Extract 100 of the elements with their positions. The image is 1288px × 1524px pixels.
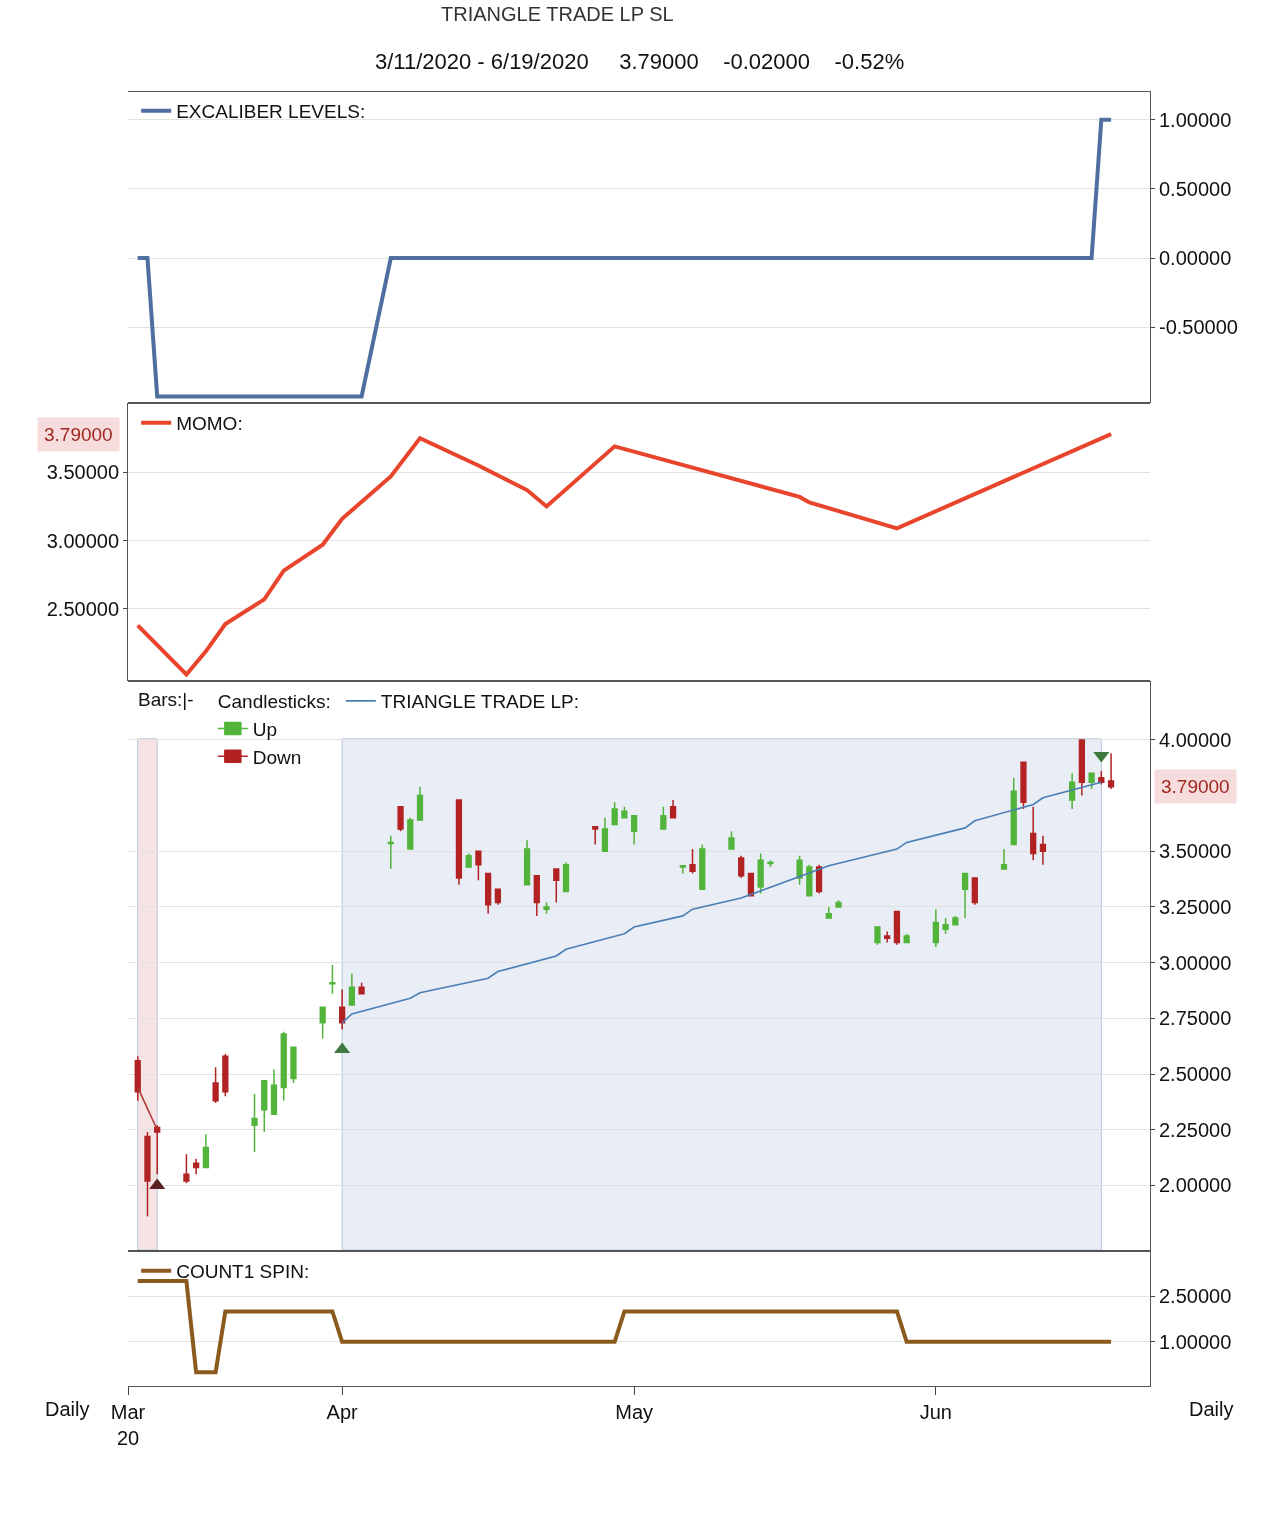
candlestick <box>893 910 901 946</box>
candlestick <box>1030 805 1037 861</box>
text: 3.79000 <box>1161 776 1230 797</box>
legend-label: MOMO: <box>176 413 243 435</box>
candlestick <box>592 826 599 846</box>
y-tick-label: 2.75000 <box>1159 1007 1232 1030</box>
candlestick <box>270 1068 278 1115</box>
candlestick <box>533 875 540 917</box>
y-tick-label: 2.00000 <box>1159 1174 1232 1197</box>
y-tick-label: 0.00000 <box>1159 247 1232 270</box>
candlestick <box>387 834 394 870</box>
y-tick-label: 3.50000 <box>1159 840 1232 863</box>
candlestick <box>154 1124 161 1176</box>
chart-title: TRIANGLE TRADE LP SL <box>441 3 674 25</box>
candlestick <box>339 988 346 1031</box>
candlestick <box>1107 752 1115 790</box>
candlestick <box>961 872 969 919</box>
candlestick <box>358 981 365 995</box>
candlestick <box>1010 777 1017 846</box>
candlestick <box>416 785 424 821</box>
x-tick-label: Apr <box>326 1401 359 1423</box>
candlestick <box>407 817 414 850</box>
candlestick <box>806 863 813 897</box>
candlestick <box>251 1093 258 1153</box>
candlestick <box>562 861 570 893</box>
candlestick <box>222 1053 229 1098</box>
y-tick-label: -0.50000 <box>1159 316 1238 339</box>
line-series <box>135 432 1114 677</box>
candlestick <box>631 814 638 846</box>
y-tick-label: 0.50000 <box>1159 177 1232 200</box>
y-tick-label: 3.00000 <box>46 529 119 552</box>
candlestick <box>202 1133 209 1169</box>
candlestick <box>319 1006 326 1040</box>
candlestick <box>348 973 355 1006</box>
candlestick <box>485 872 492 915</box>
candlestick <box>660 805 667 830</box>
text: 3.79000 <box>44 424 113 445</box>
candlestick <box>1039 834 1047 866</box>
y-tick-label: 2.25000 <box>1159 1118 1232 1141</box>
candlestick <box>543 901 550 915</box>
y-tick-label: 2.50000 <box>1159 1063 1232 1086</box>
annotation: Bars:|- <box>138 689 194 710</box>
candlestick <box>261 1079 268 1133</box>
line-series <box>135 1278 1114 1375</box>
candlestick <box>455 799 463 886</box>
candlestick <box>689 848 696 875</box>
y-tick-label: 4.00000 <box>1159 728 1232 751</box>
candlestick <box>932 908 939 948</box>
candlestick <box>825 906 832 919</box>
candlestick <box>475 850 482 881</box>
text: Daily <box>1189 1398 1234 1420</box>
candlestick <box>1020 761 1027 810</box>
candlestick <box>1000 848 1008 870</box>
candlestick <box>134 1055 141 1102</box>
candlestick <box>971 877 978 906</box>
text: Daily <box>45 1398 90 1420</box>
candlestick <box>397 805 404 832</box>
legend-label: EXCALIBER LEVELS: <box>176 101 366 123</box>
candlestick <box>280 1030 287 1102</box>
candlestick <box>884 930 891 944</box>
candlestick <box>144 1131 151 1218</box>
y-tick-label: 2.50000 <box>46 597 119 620</box>
candlestick <box>465 852 472 868</box>
legend-label: Up <box>252 718 278 740</box>
legend-title: Candlesticks: <box>217 691 331 713</box>
y-tick-label: 3.00000 <box>1159 951 1232 974</box>
candlestick <box>621 805 628 819</box>
candlestick <box>1088 772 1095 790</box>
x-tick-label: Jun <box>919 1401 952 1423</box>
candlestick <box>747 872 755 897</box>
candlestick <box>212 1066 219 1104</box>
y-tick-label: 3.50000 <box>46 461 119 484</box>
candlestick <box>699 843 706 890</box>
y-tick-label: 3.25000 <box>1159 895 1232 918</box>
legend-label: COUNT1 SPIN: <box>176 1261 310 1283</box>
candlestick <box>601 817 609 853</box>
candlestick <box>903 932 910 944</box>
candlestick <box>942 917 949 935</box>
candlestick <box>290 1046 297 1084</box>
candlestick <box>669 799 677 819</box>
candlestick <box>1069 772 1076 810</box>
legend-label: Down <box>252 746 302 768</box>
legend-label: TRIANGLE TRADE LP: <box>380 691 579 713</box>
line-series <box>341 781 1103 1024</box>
candlestick <box>1078 739 1085 797</box>
x-tick-label: May <box>615 1401 654 1423</box>
candlestick <box>874 926 881 946</box>
point <box>334 1042 351 1054</box>
candlestick <box>611 801 618 826</box>
y-tick-label: 1.00000 <box>1159 1330 1232 1353</box>
candlestick <box>952 915 959 926</box>
candlestick <box>835 899 842 908</box>
candlestick <box>553 868 560 904</box>
candlestick <box>728 830 735 850</box>
candlestick <box>183 1153 190 1184</box>
candlestick <box>757 852 764 895</box>
y-tick-label: 1.00000 <box>1159 108 1232 131</box>
candlestick <box>815 863 823 895</box>
candlestick <box>193 1157 200 1176</box>
candlestick <box>679 865 686 875</box>
